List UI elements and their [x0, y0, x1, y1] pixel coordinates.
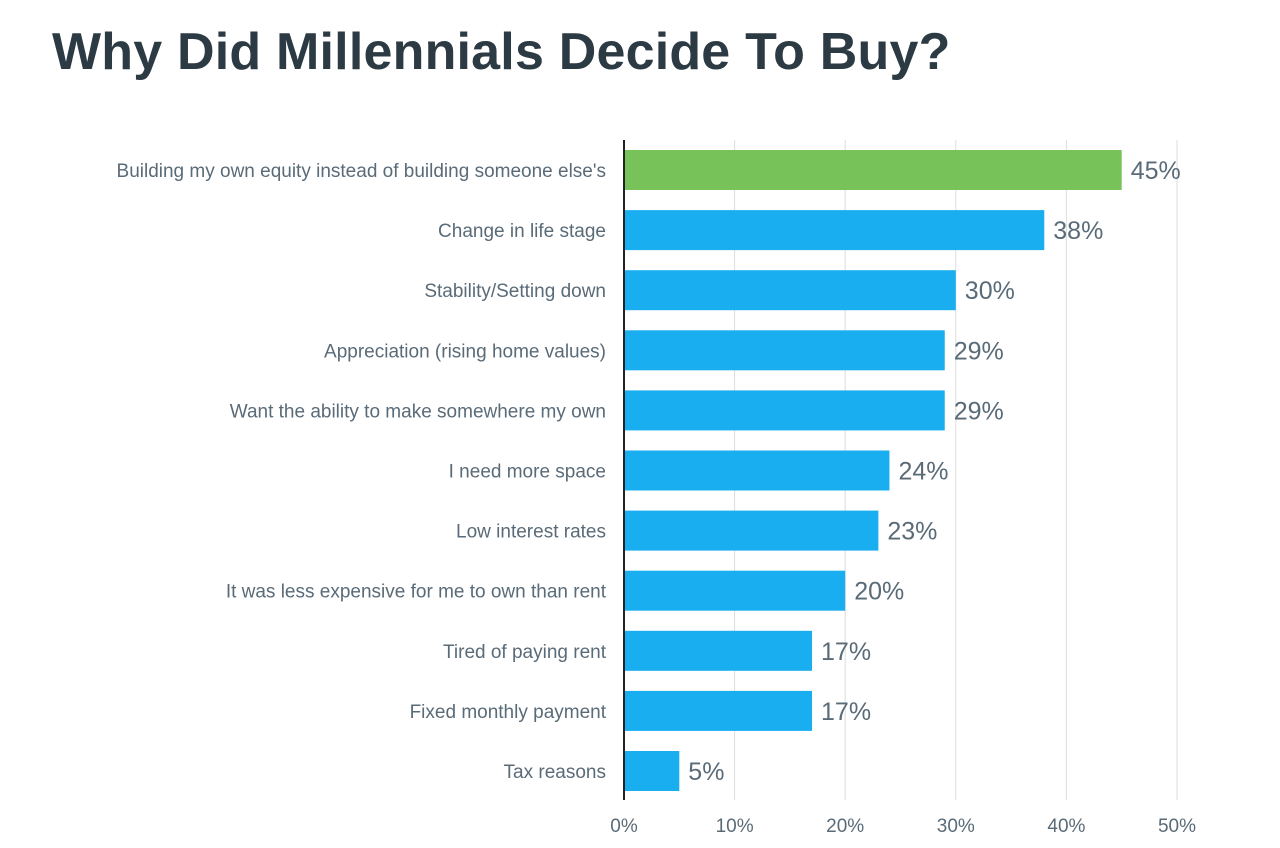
category-label: Low interest rates — [456, 522, 606, 543]
category-label: Fixed monthly payment — [410, 702, 607, 723]
x-tick-label: 40% — [1047, 816, 1085, 837]
bar — [624, 630, 813, 671]
x-tick-label: 10% — [716, 816, 754, 837]
value-label: 38% — [1053, 217, 1103, 245]
bar — [624, 450, 890, 491]
x-tick-label: 30% — [937, 816, 975, 837]
value-label: 24% — [898, 458, 948, 486]
value-label: 29% — [954, 397, 1004, 425]
x-tick-label: 20% — [826, 816, 864, 837]
bar — [624, 150, 1122, 190]
bars — [624, 150, 1122, 791]
bar — [624, 210, 1045, 251]
value-label: 23% — [887, 518, 937, 546]
bar — [624, 510, 879, 551]
labels: 0% 10% 20% 30% 40% 50% Building my own equity … — [117, 157, 1197, 837]
category-label: Want the ability to make somewhere my ow… — [230, 401, 606, 422]
value-label: 45% — [1131, 157, 1181, 185]
x-tick-label: 50% — [1158, 816, 1196, 837]
bar — [624, 390, 945, 431]
value-label: 17% — [821, 638, 871, 666]
value-label: 29% — [954, 337, 1004, 365]
chart-title: Why Did Millennials Decide To Buy? — [52, 23, 951, 81]
value-label: 20% — [854, 578, 904, 606]
value-label: 5% — [688, 758, 724, 786]
bar — [624, 570, 846, 611]
bar — [624, 270, 956, 311]
category-label: Building my own equity instead of buildi… — [117, 161, 606, 182]
category-label: I need more space — [449, 462, 606, 483]
category-label: Tired of paying rent — [443, 642, 607, 663]
value-label: 30% — [965, 277, 1015, 305]
value-label: 17% — [821, 698, 871, 726]
category-label: Tax reasons — [504, 762, 606, 783]
bar — [624, 751, 680, 791]
bar — [624, 330, 945, 371]
category-label: Appreciation (rising home values) — [324, 341, 606, 362]
category-label: Stability/Setting down — [424, 281, 606, 302]
category-label: It was less expensive for me to own than… — [226, 582, 607, 603]
x-tick-label: 0% — [610, 816, 638, 837]
category-label: Change in life stage — [438, 221, 606, 242]
bar — [624, 690, 813, 731]
